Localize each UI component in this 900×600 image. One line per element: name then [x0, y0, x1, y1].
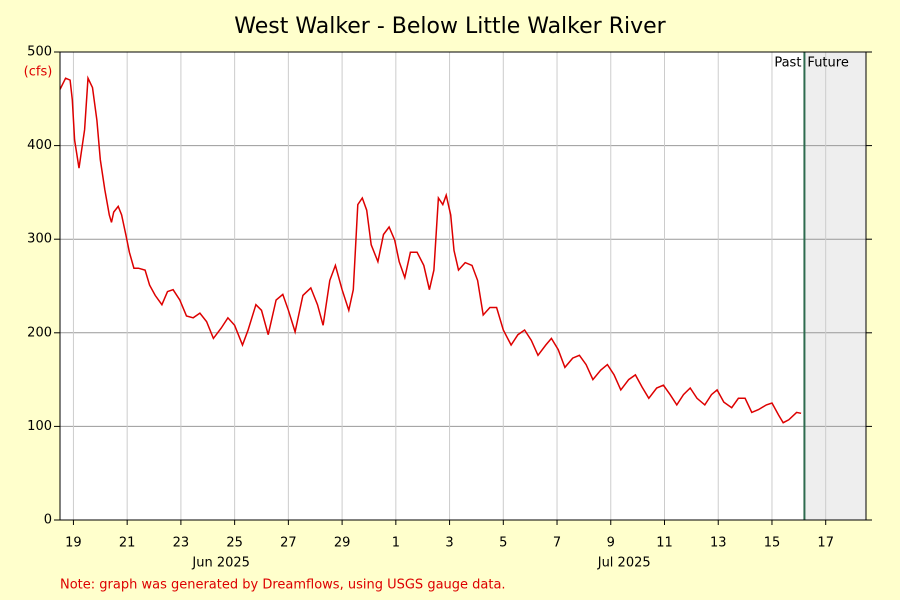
x-tick-label: 17 — [817, 536, 834, 551]
flow-line — [59, 75, 802, 424]
x-tick-label: 1 — [392, 536, 400, 551]
x-tick-label: 3 — [445, 536, 453, 551]
x-tick-label: 25 — [226, 536, 243, 551]
x-tick-label: 11 — [656, 536, 673, 551]
month-label: Jun 2025 — [191, 556, 250, 571]
future-area — [804, 52, 866, 520]
x-tick-label: 7 — [553, 536, 561, 551]
future-label: Future — [807, 56, 848, 71]
y-tick-label: 400 — [27, 138, 52, 153]
plot-frame — [59, 51, 867, 521]
y-tick-label: 300 — [27, 232, 52, 247]
y-tick-label: 500 — [27, 45, 52, 60]
x-tick-label: 23 — [173, 536, 190, 551]
x-tick-label: 19 — [65, 536, 82, 551]
y-tick-label: 100 — [27, 419, 52, 434]
x-tick-label: 13 — [710, 536, 727, 551]
note: Note: graph was generated by Dreamflows,… — [60, 578, 506, 593]
past-label: Past — [774, 56, 801, 71]
x-tick-label: 27 — [280, 536, 297, 551]
x-tick-label: 15 — [764, 536, 781, 551]
x-tick-label: 29 — [334, 536, 351, 551]
month-label: Jul 2025 — [597, 556, 651, 571]
x-tick-label: 9 — [607, 536, 615, 551]
chart-title: West Walker - Below Little Walker River — [234, 14, 666, 39]
x-tick-label: 5 — [499, 536, 507, 551]
y-axis-label: (cfs) — [24, 65, 53, 80]
y-tick-label: 200 — [27, 325, 52, 340]
plot-area — [60, 52, 866, 520]
x-tick-label: 21 — [119, 536, 136, 551]
y-tick-label: 0 — [44, 513, 52, 528]
